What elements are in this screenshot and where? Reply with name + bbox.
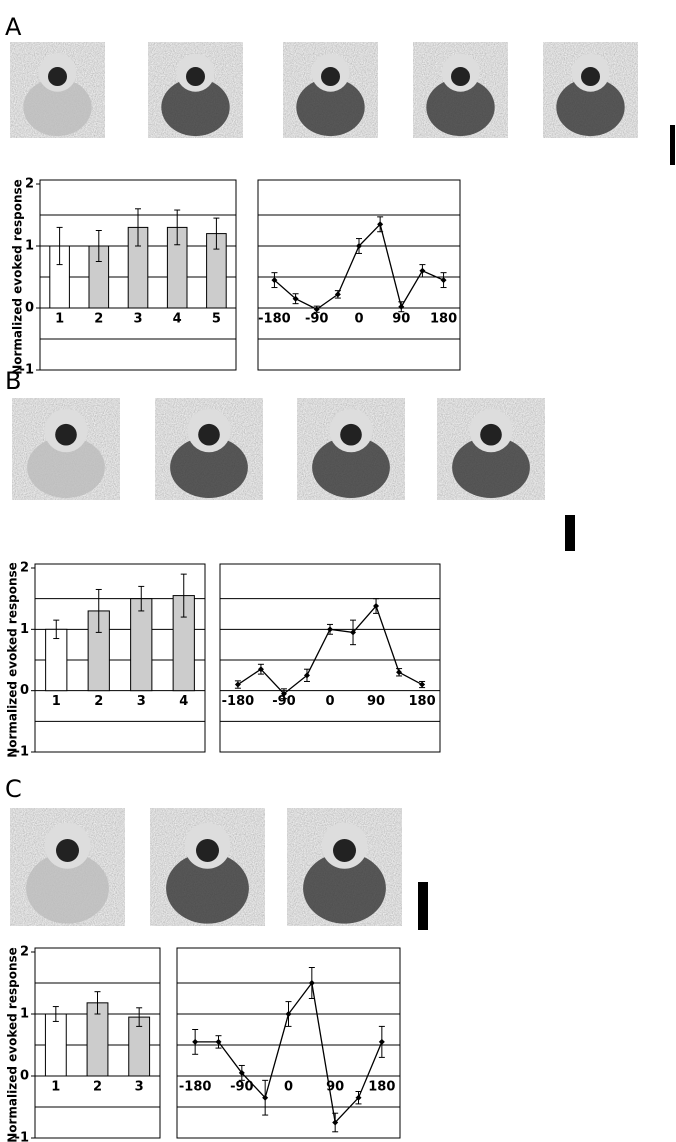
x-tick-label: 180 <box>368 1080 395 1095</box>
x-tick-label: -180 <box>222 694 255 709</box>
x-tick-label: -180 <box>258 312 291 327</box>
x-tick-label: 1 <box>51 1080 60 1095</box>
y-tick-label: 2 <box>20 945 29 960</box>
scale-bar <box>565 515 575 551</box>
bar <box>131 599 152 691</box>
y-tick-label: 1 <box>20 622 29 637</box>
image-label: 4 <box>418 45 424 56</box>
stimulus-face <box>198 424 220 446</box>
stimulus-face <box>480 424 502 446</box>
x-tick-label: 3 <box>137 694 146 709</box>
stimulus-face <box>55 424 77 446</box>
x-tick-label: 2 <box>94 312 103 327</box>
x-tick-label: -90 <box>305 312 329 327</box>
y-axis-label: Normalized evoked response <box>6 947 20 1142</box>
image-label: 2 <box>153 45 159 56</box>
image-label: 4 <box>442 401 448 412</box>
x-tick-label: 1 <box>52 694 61 709</box>
plot-frame <box>258 180 460 370</box>
x-tick-label: -180 <box>179 1080 212 1095</box>
image-label: 3 <box>288 45 294 56</box>
x-tick-label: 0 <box>325 694 334 709</box>
y-tick-label: 1 <box>20 1007 29 1022</box>
panel-label: A <box>5 13 22 41</box>
x-tick-label: 90 <box>367 694 385 709</box>
scale-bar <box>670 125 675 165</box>
stimulus-face <box>56 839 79 862</box>
y-tick-label: 0 <box>20 1069 29 1084</box>
y-axis-label: Normalized evoked response <box>6 562 20 758</box>
y-tick-label: 0 <box>20 683 29 698</box>
stimulus-face <box>48 67 67 86</box>
image-label: 1 <box>15 811 21 822</box>
plot-frame <box>220 564 440 752</box>
image-label: 3 <box>292 811 298 822</box>
x-tick-label: 180 <box>409 694 436 709</box>
stimulus-face <box>451 67 470 86</box>
panel-label: C <box>5 775 22 803</box>
x-tick-label: 180 <box>430 312 457 327</box>
x-tick-label: 0 <box>354 312 363 327</box>
x-tick-label: 3 <box>133 312 142 327</box>
y-tick-label: 1 <box>25 239 34 254</box>
image-label: 2 <box>155 811 161 822</box>
scale-bar <box>418 882 428 930</box>
stimulus-face <box>333 839 356 862</box>
image-label: 1 <box>17 401 23 412</box>
x-tick-label: 0 <box>284 1080 293 1095</box>
image-label: 2 <box>160 401 166 412</box>
bar <box>45 1014 66 1076</box>
image-label: 5 <box>548 45 554 56</box>
x-tick-label: 3 <box>135 1080 144 1095</box>
x-tick-label: 2 <box>93 1080 102 1095</box>
x-tick-label: 4 <box>179 694 188 709</box>
stimulus-face <box>321 67 340 86</box>
y-axis-label: Normalized evoked response <box>11 179 25 375</box>
image-label: 1 <box>15 45 21 56</box>
stimulus-face <box>186 67 205 86</box>
page: A12345B1234C123-1012Normalized evoked re… <box>0 0 676 1142</box>
stimulus-face <box>340 424 362 446</box>
x-tick-label: 4 <box>173 312 182 327</box>
x-tick-label: 2 <box>94 694 103 709</box>
x-tick-label: 5 <box>212 312 221 327</box>
image-label: 3 <box>302 401 308 412</box>
stimulus-face <box>196 839 219 862</box>
y-tick-label: 0 <box>25 301 34 316</box>
figure: A12345B1234C123-1012Normalized evoked re… <box>0 0 676 1142</box>
x-tick-label: 1 <box>55 312 64 327</box>
y-tick-label: 2 <box>25 177 34 192</box>
plot-frame <box>177 948 400 1138</box>
x-tick-label: 90 <box>392 312 410 327</box>
stimulus-face <box>581 67 600 86</box>
y-tick-label: 2 <box>20 561 29 576</box>
